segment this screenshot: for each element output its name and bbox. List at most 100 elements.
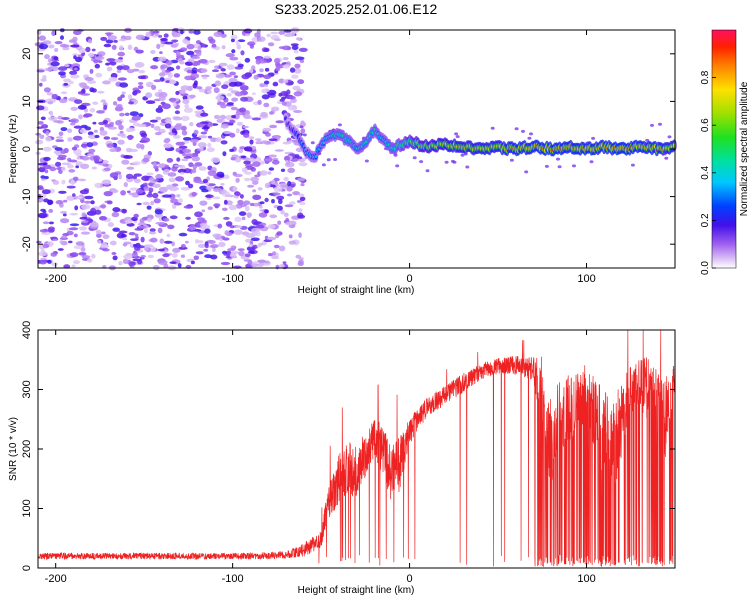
noise-blob bbox=[299, 201, 306, 206]
noise-blob bbox=[185, 240, 189, 244]
noise-blob bbox=[73, 260, 80, 265]
noise-blob bbox=[158, 72, 166, 77]
noise-blob bbox=[292, 191, 300, 196]
ridge-scatter bbox=[419, 160, 424, 164]
noise-blob bbox=[199, 223, 208, 227]
noise-blob bbox=[175, 141, 185, 146]
noise-blob bbox=[236, 121, 244, 126]
noise-blob bbox=[251, 117, 262, 121]
figure-title: S233.2025.252.01.06.E12 bbox=[275, 1, 438, 17]
noise-blob bbox=[240, 155, 247, 159]
noise-blob bbox=[118, 38, 127, 42]
noise-blob bbox=[58, 131, 64, 137]
noise-blob bbox=[42, 210, 47, 213]
noise-blob bbox=[146, 193, 153, 198]
noise-blob bbox=[278, 78, 285, 84]
noise-blob bbox=[80, 163, 90, 169]
noise-blob bbox=[61, 179, 66, 185]
noise-blob bbox=[115, 120, 123, 126]
y-tick-label: 20 bbox=[21, 48, 33, 60]
noise-blob bbox=[39, 82, 43, 87]
noise-blob bbox=[103, 167, 111, 171]
noise-blob bbox=[158, 89, 163, 93]
noise-blob bbox=[284, 91, 289, 98]
noise-blob bbox=[158, 260, 168, 265]
noise-blob bbox=[36, 69, 45, 73]
noise-blob bbox=[50, 61, 60, 67]
snr-panel: -200 -100 0 100 0 100 200 300 400 Height of stra… bbox=[8, 321, 676, 596]
noise-blob bbox=[103, 136, 111, 140]
noise-blob bbox=[229, 56, 239, 61]
noise-blob bbox=[92, 101, 99, 105]
noise-blob bbox=[121, 159, 130, 165]
noise-blob bbox=[118, 230, 128, 234]
noise-blob bbox=[275, 120, 285, 124]
noise-blob bbox=[263, 55, 271, 59]
noise-blob bbox=[289, 95, 296, 100]
noise-blob bbox=[164, 168, 170, 172]
noise-blob bbox=[278, 264, 285, 268]
noise-blob bbox=[89, 107, 96, 113]
noise-blob bbox=[271, 199, 275, 204]
noise-blob bbox=[258, 59, 268, 64]
noise-blob bbox=[234, 191, 241, 197]
noise-blob bbox=[218, 62, 228, 67]
noise-blob bbox=[184, 40, 191, 45]
noise-blob bbox=[119, 112, 125, 117]
noise-blob bbox=[99, 130, 108, 136]
noise-blob bbox=[55, 161, 62, 167]
noise-blob bbox=[290, 183, 296, 188]
y-tick-label: -10 bbox=[21, 189, 33, 205]
noise-blob bbox=[49, 110, 54, 117]
colorbar-ticks: 0.0 0.2 0.4 0.6 0.8 bbox=[700, 70, 716, 275]
noise-blob bbox=[275, 66, 281, 72]
noise-blob bbox=[137, 123, 147, 128]
noise-blob bbox=[198, 166, 207, 171]
noise-blob bbox=[248, 243, 253, 248]
noise-blob bbox=[293, 91, 303, 97]
noise-blob bbox=[293, 49, 299, 54]
noise-blob bbox=[227, 92, 232, 97]
noise-blob bbox=[244, 57, 251, 63]
noise-blob bbox=[220, 68, 226, 72]
noise-blob bbox=[148, 187, 154, 193]
noise-blob bbox=[41, 189, 51, 195]
noise-blob bbox=[175, 32, 181, 38]
noise-blob bbox=[269, 111, 274, 115]
noise-blob bbox=[234, 91, 244, 97]
noise-blob bbox=[268, 253, 273, 257]
noise-blob bbox=[108, 126, 117, 130]
noise-blob bbox=[276, 205, 283, 211]
ridge-scatter bbox=[444, 160, 449, 164]
noise-blob bbox=[300, 120, 305, 125]
noise-blob bbox=[265, 132, 271, 137]
noise-blob bbox=[249, 68, 254, 74]
noise-blob bbox=[149, 119, 158, 123]
noise-blob bbox=[273, 186, 283, 192]
ridge-scatter bbox=[425, 169, 430, 173]
ridge-scatter bbox=[514, 127, 519, 131]
noise-blob bbox=[274, 149, 284, 152]
noise-blob bbox=[68, 169, 76, 173]
noise-blob bbox=[216, 171, 225, 178]
noise-blob bbox=[280, 168, 286, 172]
noise-blob bbox=[154, 209, 163, 215]
noise-blob bbox=[73, 67, 78, 71]
noise-blob bbox=[158, 95, 166, 101]
noise-blob bbox=[170, 198, 179, 204]
noise-blob bbox=[171, 252, 178, 258]
noise-blob bbox=[190, 138, 199, 143]
noise-blob bbox=[298, 208, 303, 212]
noise-blob bbox=[87, 131, 94, 136]
noise-blob bbox=[233, 75, 239, 78]
noise-blob bbox=[146, 205, 152, 210]
noise-blob bbox=[42, 221, 50, 225]
ridge-scatter bbox=[527, 136, 532, 140]
noise-blob bbox=[252, 244, 258, 249]
y-tick-label: 300 bbox=[21, 380, 33, 398]
noise-blob bbox=[243, 113, 251, 119]
colorbar-label: Normalized spectral amplitude bbox=[739, 81, 750, 216]
noise-blob bbox=[108, 76, 118, 82]
noise-blob bbox=[207, 170, 217, 177]
noise-blob bbox=[157, 56, 167, 62]
